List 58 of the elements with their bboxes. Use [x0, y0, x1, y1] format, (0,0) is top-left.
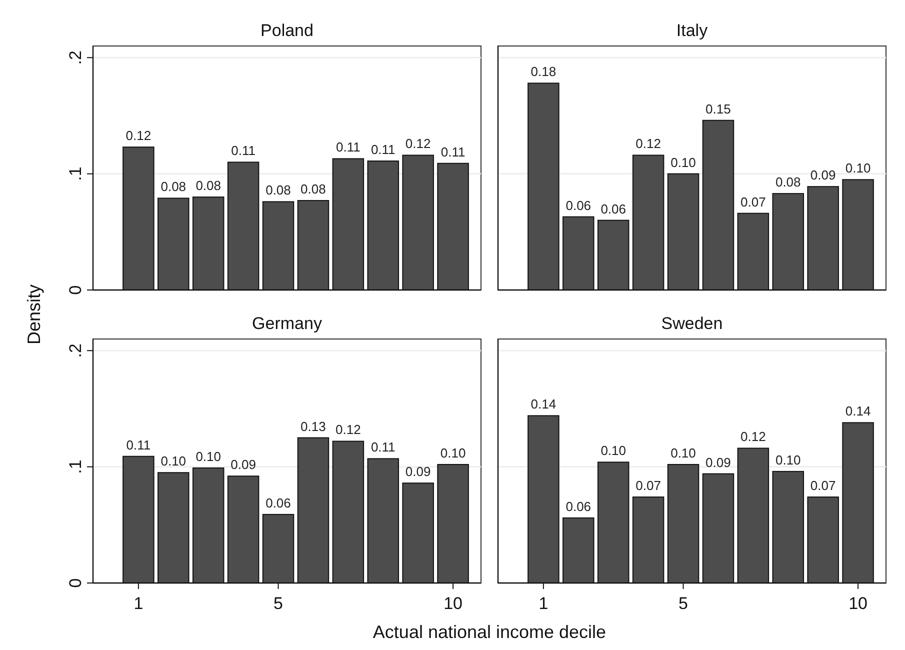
data-label: 0.12 — [636, 136, 661, 152]
x-tick-label: 1 — [538, 594, 548, 613]
chart-title: Italy — [676, 21, 708, 40]
x-tick-label: 5 — [274, 594, 283, 613]
y-tick-label: 0 — [66, 578, 85, 588]
data-label: 0.12 — [336, 422, 361, 438]
data-label: 0.08 — [196, 178, 222, 194]
data-label: 0.11 — [370, 142, 396, 158]
data-label: 0.10 — [670, 445, 696, 460]
data-label: 0.18 — [530, 64, 556, 80]
data-label: 0.07 — [636, 478, 661, 494]
data-label: 0.06 — [600, 201, 626, 216]
data-label: 0.12 — [405, 136, 431, 152]
data-label: 0.09 — [810, 168, 836, 183]
data-label: 0.10 — [196, 448, 222, 464]
data-label: 0.11 — [440, 144, 466, 160]
x-tick-label: 10 — [848, 594, 868, 613]
y-tick-label: .1 — [66, 460, 85, 474]
data-label: 0.12 — [126, 128, 152, 144]
data-label: 0.10 — [600, 443, 626, 458]
data-label: 0.08 — [160, 179, 186, 194]
data-label: 0.13 — [300, 418, 326, 434]
data-label: 0.10 — [845, 160, 871, 176]
y-tick-label: .2 — [66, 50, 85, 65]
data-label: 0.11 — [336, 140, 360, 155]
y-tick-label: .2 — [66, 344, 85, 358]
data-label: 0.11 — [126, 437, 151, 452]
data-label: 0.10 — [160, 454, 186, 469]
data-label: 0.07 — [810, 478, 836, 494]
chart-title: Poland — [260, 21, 314, 40]
data-label: 0.09 — [230, 457, 256, 472]
y-tick-label: 0 — [66, 285, 85, 295]
data-label: 0.14 — [530, 396, 556, 412]
data-label: 0.08 — [775, 174, 801, 190]
data-label: 0.06 — [566, 198, 592, 213]
data-label: 0.14 — [845, 404, 871, 419]
data-label: 0.06 — [266, 495, 291, 510]
x-axis-title: Actual national income decile — [372, 622, 606, 642]
chart-title: Sweden — [661, 314, 723, 333]
data-label: 0.11 — [370, 440, 396, 455]
data-label: 0.12 — [740, 429, 766, 444]
x-tick-label: 10 — [444, 594, 462, 613]
data-label: 0.11 — [231, 143, 256, 158]
data-label: 0.10 — [670, 154, 696, 170]
x-tick-label: 1 — [134, 594, 144, 613]
y-axis-title: Density — [24, 284, 44, 345]
data-label: 0.10 — [440, 445, 466, 460]
data-label: 0.08 — [300, 182, 326, 197]
data-label: 0.08 — [266, 182, 291, 198]
data-label: 0.09 — [706, 454, 731, 470]
data-label: 0.07 — [740, 194, 766, 210]
data-label: 0.09 — [405, 464, 431, 480]
y-tick-label: .1 — [66, 166, 85, 181]
chart-title: Germany — [252, 314, 322, 333]
x-tick-label: 5 — [678, 594, 688, 613]
data-label: 0.10 — [775, 452, 801, 468]
data-label: 0.06 — [566, 498, 592, 514]
data-label: 0.15 — [706, 101, 731, 116]
